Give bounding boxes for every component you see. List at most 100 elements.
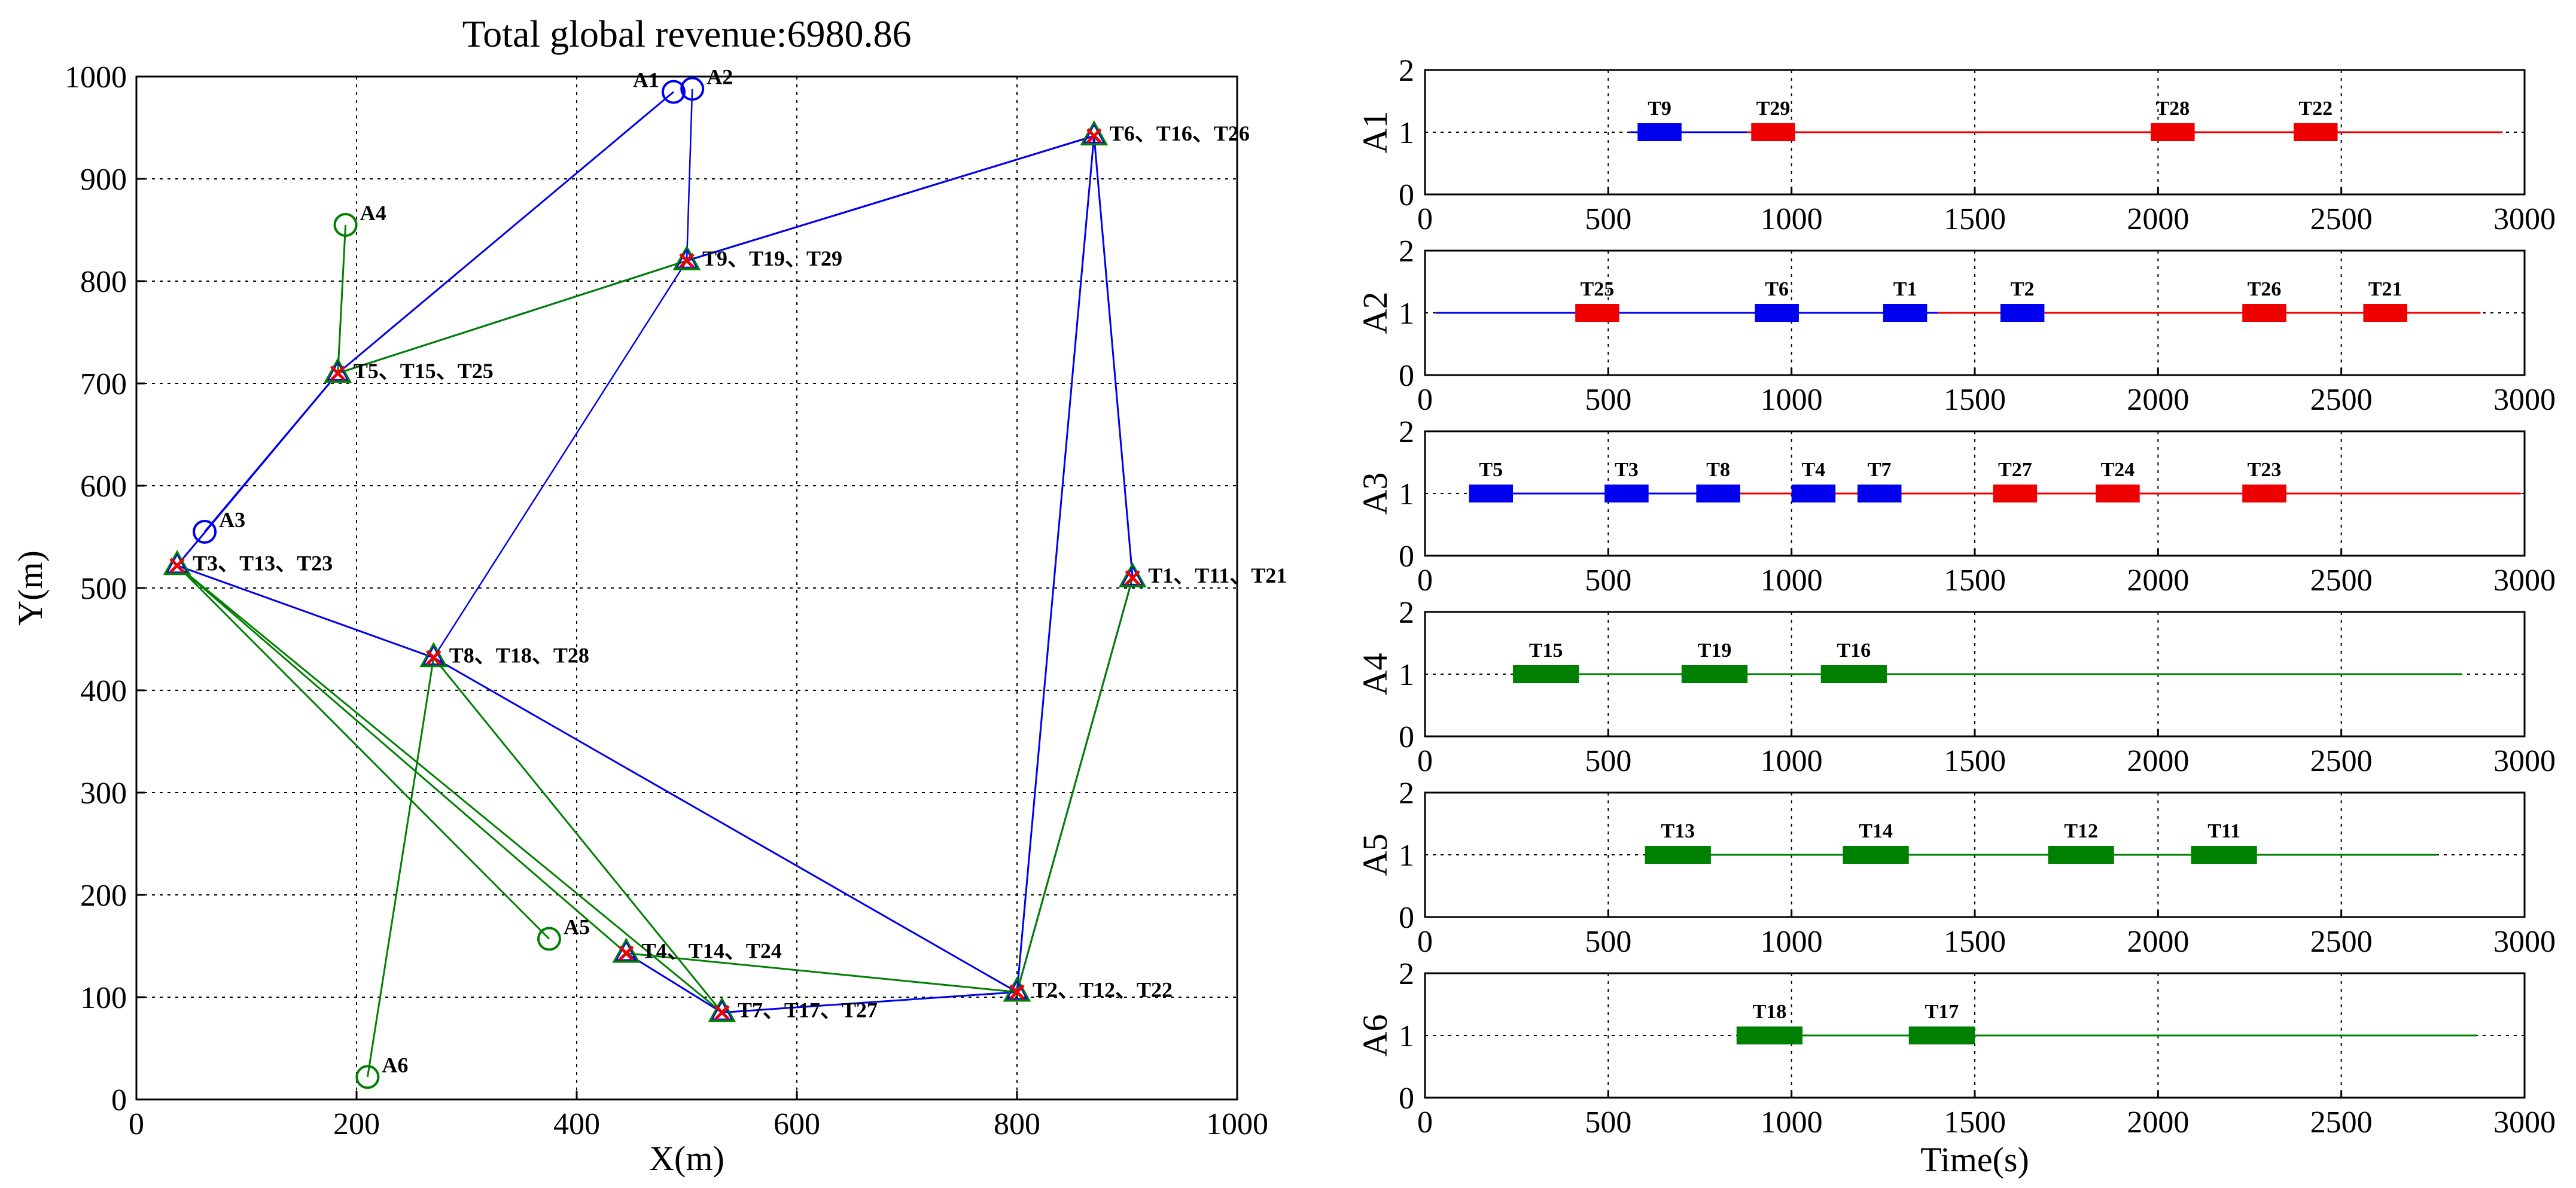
agent-marker	[333, 212, 358, 237]
y-tick-label: 2	[1399, 957, 1414, 991]
task-bar	[1736, 1026, 1803, 1044]
target-label: T5、T15、T25	[354, 359, 494, 383]
y-tick-label: 2	[1399, 415, 1414, 449]
time-axis-label: Time(s)	[1920, 1140, 2029, 1179]
target-cross	[426, 650, 441, 666]
x-tick-label: 1500	[1944, 563, 2006, 598]
x-axis-label: X(m)	[649, 1139, 724, 1178]
x-tick-label: 2000	[2127, 383, 2189, 417]
timeline-agent-label: A3	[1356, 473, 1394, 515]
target-marker-inner	[711, 1000, 733, 1020]
y-tick-label: 900	[80, 163, 127, 197]
task-label: T11	[2207, 820, 2240, 842]
target-label: T4、T14、T24	[642, 939, 782, 962]
agent-marker	[661, 80, 686, 104]
route-map-chart: 0 200 400 600 800 1000 0 100 200 300 400 500 600 700 8…	[11, 13, 1287, 1178]
y-tick-label: 500	[80, 572, 127, 606]
y-tick-label: 100	[80, 981, 127, 1015]
route-line-2	[433, 89, 723, 1013]
y-tick-label: 1	[1399, 839, 1414, 873]
x-tick-label: 2500	[2310, 563, 2373, 598]
x-tick-label: 1000	[1206, 1107, 1268, 1141]
target-marker	[419, 642, 448, 668]
task-label: T25	[1581, 278, 1615, 300]
x-tick-label: 3000	[2493, 563, 2556, 598]
target-cross	[169, 558, 185, 574]
task-label: T12	[2064, 820, 2098, 842]
target-marker-inner	[327, 361, 349, 380]
task-label: T2	[2011, 278, 2035, 300]
agent-marker	[537, 927, 561, 951]
task-bar	[1791, 485, 1836, 502]
target-marker-inner	[166, 553, 188, 573]
x-tick-label: 1500	[1944, 383, 2006, 417]
x-tick-label: 400	[553, 1107, 600, 1141]
y-tick-label: 0	[1399, 359, 1414, 393]
y-tick-label: 1	[1399, 297, 1414, 331]
agent-label: A4	[360, 201, 386, 225]
x-tick-label: 2500	[2310, 744, 2373, 778]
x-tick-label: 500	[1585, 1105, 1631, 1140]
x-tick-label: 0	[1417, 383, 1433, 417]
task-label: T24	[2101, 459, 2135, 481]
x-tick-label: 3000	[2493, 1105, 2556, 1140]
x-tick-label: 500	[1585, 202, 1631, 236]
agent-label: A6	[382, 1053, 408, 1077]
task-label: T3	[1615, 459, 1639, 481]
x-tick-label: 1000	[1761, 1105, 1823, 1140]
task-label: T15	[1529, 639, 1563, 662]
chart-title: Total global revenue:6980.86	[462, 13, 912, 55]
y-tick-label: 2	[1399, 234, 1414, 269]
task-bar	[2363, 304, 2407, 322]
x-tick-label: 1500	[1944, 202, 2006, 236]
task-label: T1	[1893, 278, 1917, 300]
y-tick-label: 2	[1399, 596, 1414, 630]
y-tick-label: 800	[80, 265, 127, 299]
x-tick-label: 500	[1585, 563, 1631, 598]
task-label: T23	[2248, 459, 2282, 481]
y-tick-label: 2	[1399, 54, 1414, 88]
task-bar	[1751, 123, 1795, 141]
task-bar	[1820, 665, 1887, 683]
x-tick-label: 1500	[1944, 1105, 2006, 1140]
task-bar	[1604, 485, 1649, 502]
y-tick-label: 1	[1399, 658, 1414, 692]
x-tick-label: 2000	[2127, 563, 2189, 598]
target-marker-inner	[1083, 124, 1105, 144]
target-marker	[1080, 120, 1109, 146]
task-label: T7	[1868, 459, 1892, 481]
target-label: T8、T18、T28	[449, 643, 589, 667]
task-bar	[1993, 485, 2038, 502]
timeline-agent-label: A4	[1356, 653, 1394, 696]
task-label: T22	[2298, 98, 2333, 120]
x-tick-label: 1000	[1761, 383, 1823, 417]
y-tick-label: 600	[80, 470, 127, 504]
x-tick-label: 2000	[2127, 744, 2189, 778]
target-marker-inner	[423, 645, 444, 665]
task-label: T21	[2368, 278, 2403, 300]
x-tick-label: 0	[1417, 563, 1433, 598]
task-bar	[1755, 304, 1799, 322]
task-bar	[1575, 304, 1619, 322]
x-tick-label: 1500	[1944, 925, 2006, 959]
route-line-5	[176, 564, 1134, 993]
task-label: T9	[1648, 98, 1671, 120]
task-label: T29	[1756, 98, 1791, 120]
task-bar	[1469, 485, 1514, 502]
task-bar	[1908, 1026, 1975, 1044]
route-line-4	[337, 224, 687, 374]
x-tick-label: 3000	[2493, 383, 2556, 417]
target-marker	[612, 937, 641, 963]
task-label: T16	[1837, 639, 1871, 662]
target-cross	[1009, 984, 1025, 1000]
target-cross	[1125, 570, 1140, 586]
target-label: T9、T19、T29	[702, 246, 842, 270]
task-label: T6	[1765, 278, 1789, 300]
x-tick-label: 600	[774, 1107, 820, 1141]
agent-label: A5	[564, 915, 590, 939]
target-cross	[619, 945, 634, 961]
task-bar	[2242, 304, 2286, 322]
x-tick-label: 3000	[2493, 925, 2556, 959]
x-tick-label: 0	[1417, 744, 1433, 778]
y-tick-label: 1	[1399, 477, 1414, 511]
